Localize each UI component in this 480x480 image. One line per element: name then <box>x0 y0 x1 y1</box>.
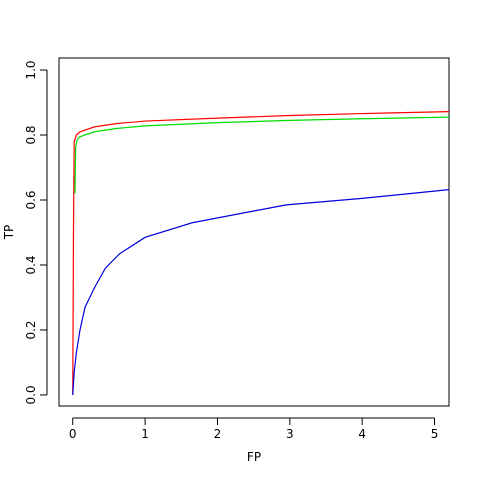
y-tick-label: 0.6 <box>24 190 38 209</box>
y-tick-label: 0.8 <box>24 125 38 144</box>
series-line <box>72 111 450 395</box>
x-tick-label: 0 <box>69 427 77 441</box>
x-tick-label: 3 <box>286 427 294 441</box>
y-tick-label: 0.2 <box>24 320 38 339</box>
y-tick-label: 1.0 <box>24 60 38 79</box>
y-tick-label: 0.4 <box>24 255 38 274</box>
series-line <box>74 116 450 194</box>
x-tick-label: 4 <box>358 427 366 441</box>
plot-box <box>58 57 450 407</box>
y-tick-label: 0.0 <box>24 385 38 404</box>
x-tick-label: 1 <box>141 427 149 441</box>
x-axis-label: FP <box>247 450 261 464</box>
x-tick-label: 5 <box>431 427 439 441</box>
y-axis-label: TP <box>2 225 16 241</box>
series-line <box>72 189 450 395</box>
x-tick-label: 2 <box>214 427 222 441</box>
